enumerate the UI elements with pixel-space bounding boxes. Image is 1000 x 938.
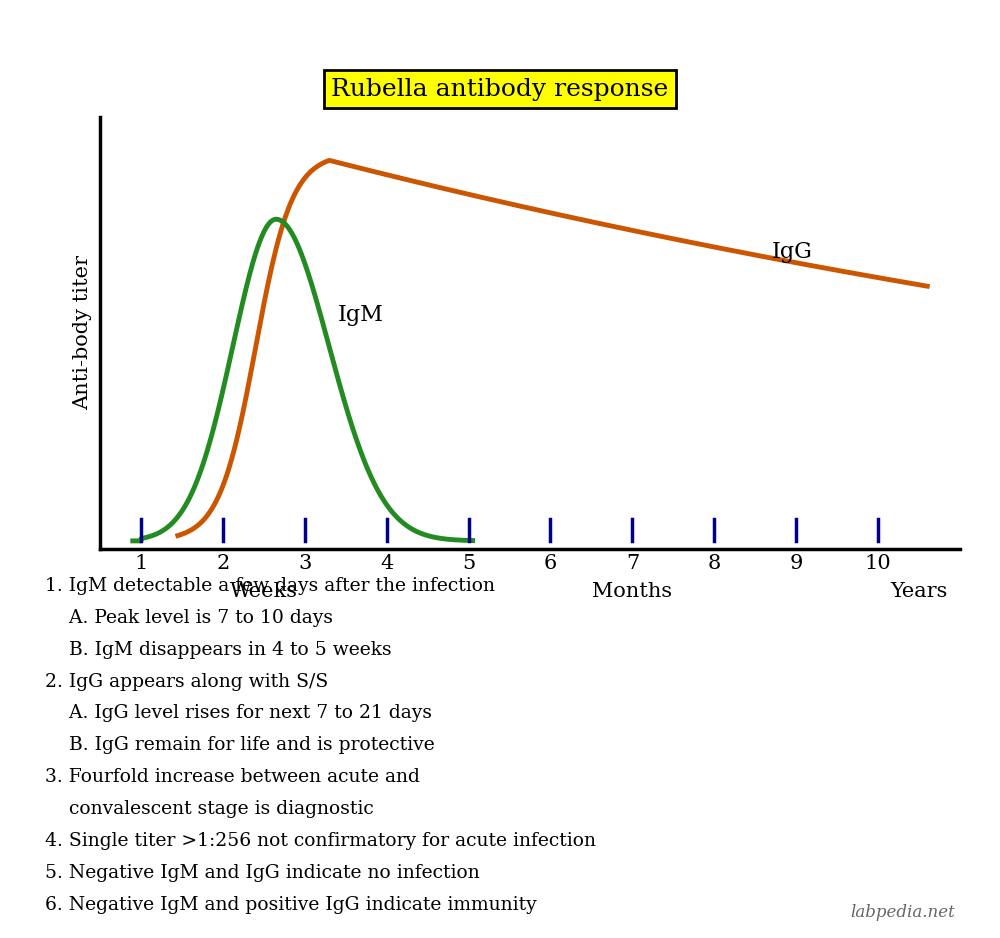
Text: 2. IgG appears along with S/S: 2. IgG appears along with S/S [45, 673, 328, 690]
Text: Years: Years [890, 582, 948, 601]
Text: Weeks: Weeks [230, 582, 298, 601]
Text: 5. Negative IgM and IgG indicate no infection: 5. Negative IgM and IgG indicate no infe… [45, 864, 480, 882]
Text: labpedia.net: labpedia.net [850, 904, 955, 921]
Text: A. IgG level rises for next 7 to 21 days: A. IgG level rises for next 7 to 21 days [45, 704, 432, 722]
Text: A. Peak level is 7 to 10 days: A. Peak level is 7 to 10 days [45, 609, 333, 627]
Y-axis label: Anti-body titer: Anti-body titer [73, 255, 92, 411]
Text: B. IgG remain for life and is protective: B. IgG remain for life and is protective [45, 736, 435, 754]
Text: IgM: IgM [338, 304, 383, 326]
Text: IgG: IgG [772, 241, 812, 264]
Text: 1. IgM detectable a few days after the infection: 1. IgM detectable a few days after the i… [45, 577, 495, 595]
Text: Months: Months [592, 582, 672, 601]
Text: Rubella antibody response: Rubella antibody response [331, 78, 669, 100]
Text: 6. Negative IgM and positive IgG indicate immunity: 6. Negative IgM and positive IgG indicat… [45, 896, 537, 914]
Text: 4. Single titer >1:256 not confirmatory for acute infection: 4. Single titer >1:256 not confirmatory … [45, 832, 596, 850]
Text: B. IgM disappears in 4 to 5 weeks: B. IgM disappears in 4 to 5 weeks [45, 641, 392, 658]
Text: 3. Fourfold increase between acute and: 3. Fourfold increase between acute and [45, 768, 420, 786]
Text: convalescent stage is diagnostic: convalescent stage is diagnostic [45, 800, 374, 818]
